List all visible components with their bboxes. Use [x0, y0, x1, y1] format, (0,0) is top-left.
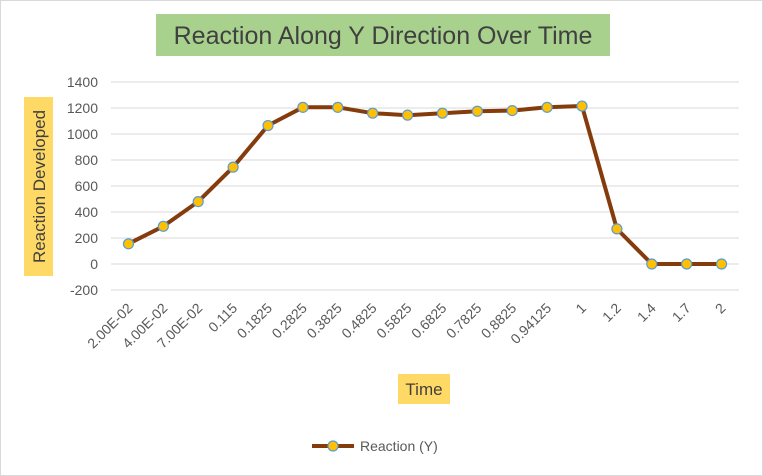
- data-point: [262, 119, 274, 132]
- series-reaction-y: [122, 100, 728, 270]
- y-tick-label: 400: [75, 204, 99, 220]
- data-point: [681, 258, 693, 270]
- data-point: [332, 101, 344, 113]
- data-point: [157, 220, 169, 232]
- x-axis-label-text: Time: [405, 380, 442, 399]
- data-point: [646, 258, 658, 270]
- y-tick-label: -200: [70, 282, 98, 298]
- data-point: [506, 104, 518, 117]
- data-point: [401, 109, 414, 121]
- chart-title: Reaction Along Y Direction Over Time: [156, 14, 610, 56]
- gridlines: [111, 81, 739, 291]
- x-tick-label: 0.6825: [408, 300, 450, 342]
- y-tick-label: 200: [75, 230, 99, 246]
- x-axis-ticks: 2.00E-024.00E-027.00E-02 0.1150.18250.282…: [84, 300, 729, 352]
- chart-title-text: Reaction Along Y Direction Over Time: [174, 22, 593, 50]
- data-point: [192, 196, 204, 208]
- y-tick-label: 0: [90, 256, 98, 272]
- y-tick-label: 600: [75, 178, 99, 194]
- y-tick-label: 1400: [67, 74, 98, 90]
- x-tick-label: 1.7: [669, 300, 694, 325]
- x-axis-label: Time: [398, 374, 450, 404]
- y-tick-label: 800: [75, 152, 99, 168]
- data-point: [227, 161, 239, 173]
- x-tick-label: 0.5825: [373, 300, 415, 342]
- legend-label: Reaction (Y): [360, 438, 438, 454]
- data-point: [297, 101, 309, 113]
- data-point: [436, 107, 449, 119]
- data-point: [576, 100, 588, 112]
- series-line: [127, 104, 722, 266]
- data-point: [122, 238, 135, 250]
- y-tick-label: 1000: [67, 126, 98, 142]
- legend-marker-swatch: [327, 440, 339, 452]
- x-axis-label-background: [398, 374, 450, 404]
- data-point: [715, 258, 728, 270]
- x-tick-label: 0.4825: [338, 300, 380, 342]
- data-point: [471, 105, 483, 117]
- data-point: [541, 101, 553, 113]
- y-tick-label: 1200: [67, 100, 98, 116]
- y-axis-label-background: [24, 97, 53, 276]
- y-axis-label: Reaction Developed: [24, 97, 53, 276]
- chart-title-background: [156, 14, 610, 56]
- legend: Reaction (Y): [312, 438, 438, 454]
- y-axis-label-text: Reaction Developed: [30, 110, 49, 263]
- x-tick-label: 0.3825: [303, 300, 345, 342]
- x-tick-label: 0.7825: [443, 300, 485, 342]
- x-tick-label: 0.2825: [268, 300, 310, 342]
- x-tick-label: 1.4: [634, 300, 659, 325]
- x-tick-label: 0.1825: [234, 300, 276, 342]
- data-point: [367, 107, 379, 119]
- x-tick-label: 1.2: [599, 300, 624, 325]
- data-point: [611, 223, 623, 235]
- x-tick-label: 2: [712, 300, 729, 317]
- y-axis-ticks: -200 0 200 400 600 800 1000 1200 1400: [67, 74, 98, 298]
- x-tick-label: 1: [572, 300, 589, 317]
